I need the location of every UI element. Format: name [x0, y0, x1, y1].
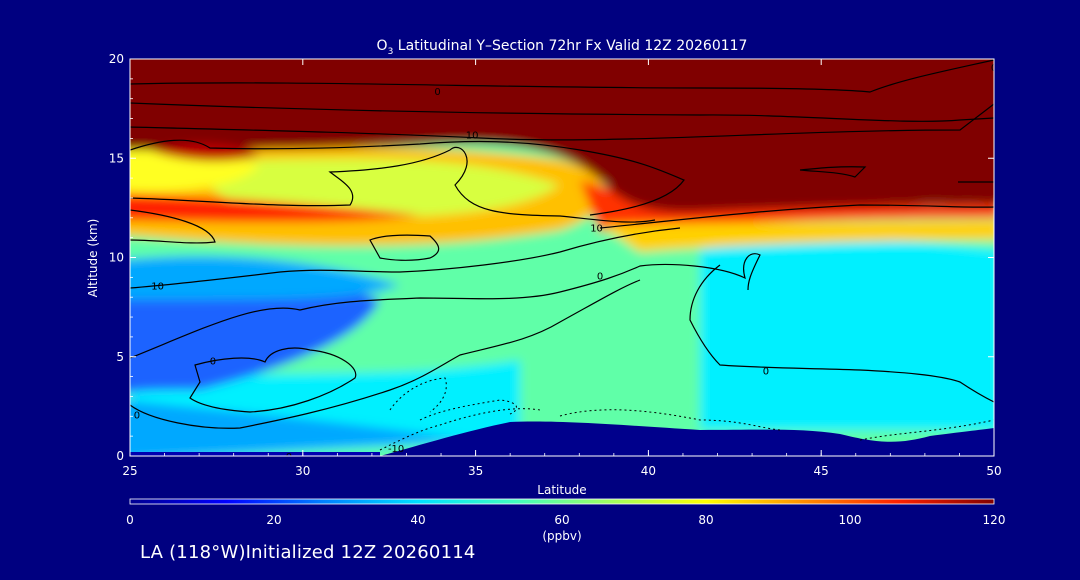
y-tick-label: 5: [116, 350, 124, 364]
footer-info: LA (118°W)Initialized 12Z 20260114: [140, 542, 476, 563]
colorbar-tick-label: 80: [698, 513, 713, 527]
colorbar: [129, 498, 995, 505]
contour-label: 0: [286, 452, 292, 463]
contour-label: 0: [991, 63, 997, 74]
contour-label: 0: [763, 367, 769, 378]
contour-label: 10: [466, 130, 479, 141]
y-tick-label: 15: [109, 151, 124, 165]
colorbar-tick-label: 100: [839, 513, 862, 527]
colorbar-tick-label: 20: [266, 513, 281, 527]
colorbar-ticks: 0 20 40 60 80 100 120: [126, 513, 1005, 527]
colorbar-tick-label: 120: [983, 513, 1006, 527]
y-tick-label: 20: [109, 52, 124, 66]
contour-label: 10: [590, 224, 603, 235]
colorbar-tick-label: 40: [410, 513, 425, 527]
contour-label: 10: [151, 281, 164, 292]
y-tick-label: 0: [116, 449, 124, 463]
contour-label: 0: [210, 357, 216, 368]
chart-title: O3 Latitudinal Y–Section 72hr Fx Valid 1…: [377, 38, 748, 57]
x-tick-label: 50: [986, 464, 1001, 478]
contour-lines: [130, 59, 994, 429]
ozone-field: 0 0 10 10 10 0 0 0 0 -10 0: [130, 59, 997, 463]
colorbar-tick-label: 0: [126, 513, 134, 527]
negative-contours: [379, 377, 994, 451]
contour-label: -10: [388, 444, 404, 455]
contour-label: 0: [597, 271, 603, 282]
x-tick-label: 40: [641, 464, 656, 478]
x-tick-label: 25: [122, 464, 137, 478]
y-tick-label: 10: [109, 251, 124, 265]
colorbar-unit: (ppbv): [542, 529, 581, 543]
x-tick-label: 35: [468, 464, 483, 478]
x-axis-label: Latitude: [537, 483, 586, 497]
contour-label: 0: [134, 410, 140, 421]
y-axis: 0 5 10 15 20: [109, 52, 994, 463]
x-tick-label: 30: [295, 464, 310, 478]
contour-labels: 0 0 10 10 10 0 0 0 0 -10 0: [134, 63, 997, 463]
colorbar-tick-label: 60: [554, 513, 569, 527]
surface-region: [380, 421, 994, 456]
y-axis-label: Altitude (km): [86, 219, 100, 298]
x-axis: 25 30 35 40 45 50: [122, 59, 1002, 478]
contour-label: 0: [434, 87, 440, 98]
x-tick-label: 45: [814, 464, 829, 478]
